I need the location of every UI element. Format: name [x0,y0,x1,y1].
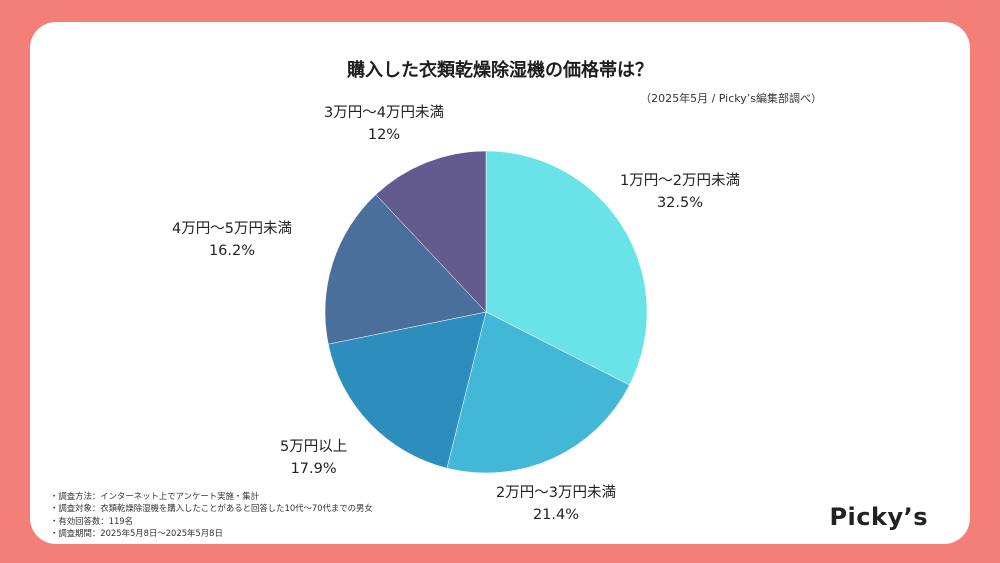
picky-s-logo: Picky’s [829,503,928,531]
pie-slice-1 [485,150,648,386]
source-note: （2025年5月 / Picky’s編集部調べ） [640,92,822,105]
slice-label-3: 5万円以上 17.9% [280,436,347,480]
slice-label-4: 4万円〜5万円未満 16.2% [172,218,292,262]
slice-label-5-value: 12% [367,127,401,143]
note-method: ・調査方法：インターネット上でアンケート実施・集計 [50,491,260,501]
chart-title: 購入した衣類乾燥除湿機の価格帯は？ [347,60,653,81]
slice-label-4-name: 4万円〜5万円未満 [172,221,292,237]
slice-label-2: 2万円〜3万円未満 21.4% [496,482,616,526]
slice-label-3-value: 17.9% [290,461,337,477]
slice-label-2-value: 21.4% [532,507,580,523]
slice-label-1-value: 32.5% [656,195,704,211]
slice-label-3-name: 5万円以上 [280,439,348,455]
survey-notes: ・調査方法：インターネット上でアンケート実施・集計 ・調査対象：衣類乾燥除湿機を… [50,490,373,540]
pie-slice-3 [327,311,487,469]
slice-label-1-name: 1万円〜2万円未満 [620,173,740,189]
slice-label-2-name: 2万円〜3万円未満 [496,485,616,501]
note-count: ・有効回答数：119名 [50,515,133,526]
pie-slice-4 [324,194,487,345]
pie-slice-5 [375,150,487,313]
note-period: ・調査期間：2025年5月8日〜2025年5月8日 [50,528,223,539]
note-target: ・調査対象：衣類乾燥除湿機を購入したことがあると回答した10代〜70代までの男女 [50,503,373,514]
slice-label-5-name: 3万円〜4万円未満 [324,105,444,121]
slice-label-4-value: 16.2% [208,243,256,259]
slice-label-1: 1万円〜2万円未満 32.5% [620,170,740,214]
slice-label-5: 3万円〜4万円未満 12% [324,102,444,146]
pie-slice-2 [446,311,630,474]
